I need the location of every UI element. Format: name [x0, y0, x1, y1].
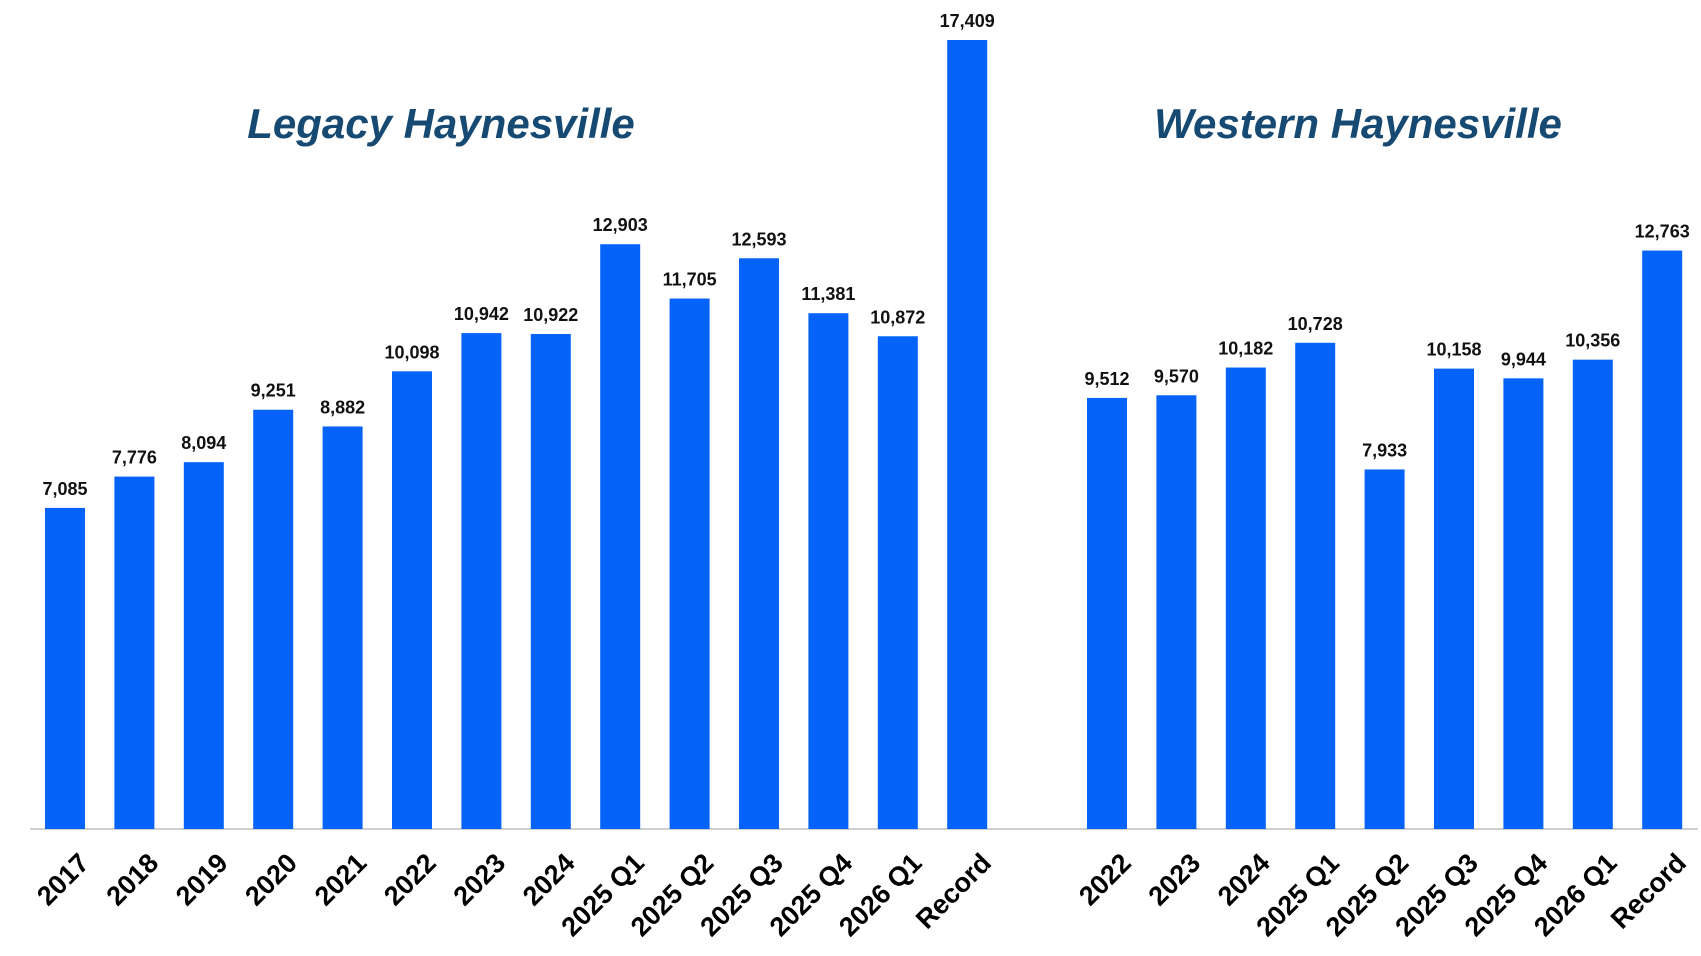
- value-label: 10,728: [1288, 314, 1343, 334]
- value-label: 10,922: [523, 305, 578, 325]
- bar: [1503, 378, 1544, 829]
- value-label: 7,776: [112, 448, 157, 468]
- bar: [183, 462, 224, 829]
- value-label: 12,593: [731, 229, 786, 249]
- bar: [114, 476, 155, 829]
- bar: [1642, 250, 1683, 829]
- value-label: 7,085: [42, 479, 87, 499]
- x-tick-label: 2024: [1212, 848, 1276, 912]
- bar: [1156, 395, 1197, 829]
- bar: [877, 336, 918, 829]
- value-label: 10,098: [384, 342, 439, 362]
- value-label: 10,356: [1565, 331, 1620, 351]
- chart-title: Legacy Haynesville: [247, 100, 635, 147]
- x-tick-label: 2023: [1143, 848, 1207, 912]
- bar: [1087, 397, 1127, 829]
- value-label: 9,944: [1501, 349, 1546, 369]
- value-label: 10,942: [454, 304, 509, 324]
- value-label: 10,158: [1426, 340, 1481, 360]
- bar: [808, 313, 849, 829]
- bar: [669, 298, 710, 829]
- x-tick-label: 2024: [517, 848, 581, 912]
- x-tick-label: 2022: [1073, 848, 1137, 912]
- x-tick-label: 2017: [31, 848, 95, 912]
- bar: [739, 258, 779, 829]
- x-tick-label: 2023: [448, 848, 512, 912]
- chart-title: Western Haynesville: [1154, 100, 1562, 147]
- x-tick-label: 2018: [101, 848, 165, 912]
- x-tick-label: 2021: [309, 848, 373, 912]
- bar: [1434, 368, 1474, 829]
- value-label: 8,882: [320, 397, 365, 417]
- value-label: 9,570: [1154, 366, 1199, 386]
- x-tick-label: Record: [910, 848, 997, 935]
- bar: [947, 40, 988, 829]
- bar: [600, 244, 641, 830]
- value-label: 9,512: [1084, 369, 1129, 389]
- value-label: 10,182: [1218, 339, 1273, 359]
- bar: [1225, 367, 1266, 829]
- bar: [530, 333, 571, 829]
- value-label: 12,903: [593, 215, 648, 235]
- value-label: 17,409: [940, 11, 995, 31]
- value-label: 8,094: [181, 433, 226, 453]
- value-label: 11,381: [801, 284, 855, 304]
- bar: [1295, 342, 1336, 829]
- x-tick-label: Record: [1605, 848, 1692, 935]
- value-label: 10,872: [870, 307, 925, 327]
- value-label: 7,933: [1362, 440, 1407, 460]
- value-label: 11,705: [663, 270, 717, 290]
- x-tick-label: 2022: [378, 848, 442, 912]
- bar: [392, 371, 432, 829]
- value-label: 12,763: [1635, 222, 1690, 242]
- x-tick-label: 2020: [239, 848, 303, 912]
- value-label: 9,251: [251, 381, 296, 401]
- bar: [1572, 359, 1613, 829]
- bar: [253, 409, 294, 829]
- bar: [461, 333, 502, 829]
- bar: [322, 426, 363, 829]
- bar: [45, 507, 85, 829]
- bar: [1364, 469, 1405, 829]
- x-tick-label: 2019: [170, 848, 234, 912]
